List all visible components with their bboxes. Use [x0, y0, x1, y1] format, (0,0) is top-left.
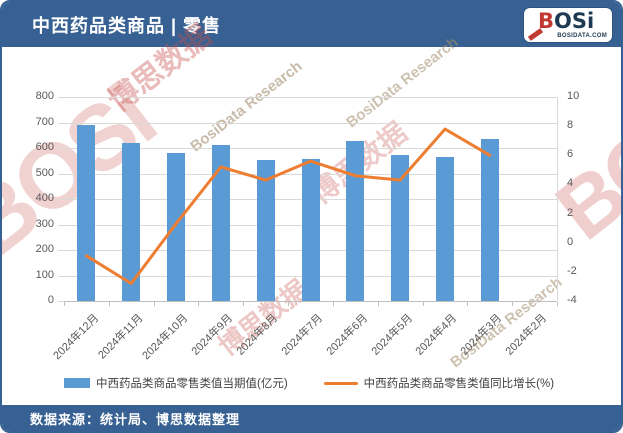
y-axis-label-right: -4 [567, 294, 577, 306]
y-axis-label-left: 500 [35, 166, 54, 179]
bar [211, 144, 230, 301]
x-axis-tick [512, 302, 514, 306]
y-axis-label-left: 0 [47, 294, 54, 306]
y-axis-tick [58, 275, 64, 277]
y-axis-label-left: 100 [35, 268, 54, 281]
footer: 数据来源：统计局、博思数据整理 [2, 405, 621, 431]
y-axis-label-left: 200 [35, 243, 54, 255]
x-axis-tick [64, 302, 65, 306]
page-title: 中西药品类商品 | 零售 [32, 15, 222, 36]
x-axis-tick [467, 302, 469, 306]
y-axis-label-right: -2 [567, 264, 577, 277]
y-axis-label-right: 6 [567, 148, 574, 161]
legend-label: 中西药品类商品零售类值当期值(亿元) [96, 378, 288, 390]
x-axis-tick [198, 302, 200, 306]
x-axis-tick [243, 302, 245, 306]
data-source-text: 数据来源：统计局、博思数据整理 [30, 411, 241, 427]
y-axis-tick [58, 122, 64, 124]
x-axis-label: 2024年12月 [51, 312, 102, 363]
legend-line-swatch-icon [323, 381, 358, 385]
right-axis-line [557, 97, 558, 301]
y-axis-label-left: 300 [35, 217, 54, 230]
x-axis-tick [288, 302, 290, 306]
header: 中西药品类商品 | 零售 BOSi BOSIDATA.COM [2, 2, 621, 47]
y-axis-tick [58, 250, 64, 251]
legend-label: 中西药品类商品零售类值同比增长(%) [363, 378, 555, 390]
y-axis-tick [58, 148, 64, 149]
y-axis-label-right: 4 [567, 177, 574, 190]
logo-domain: BOSIDATA.COM [557, 33, 607, 39]
bar [391, 154, 410, 301]
x-axis-tick [153, 302, 155, 306]
y-axis-label-right: 0 [567, 235, 574, 248]
x-axis-label: 2024年4月 [413, 312, 460, 358]
gridline [64, 122, 557, 124]
bar [256, 160, 275, 301]
y-axis-label-right: 2 [567, 206, 574, 219]
x-axis-label: 2024年7月 [279, 312, 326, 358]
x-axis-tick [108, 302, 110, 306]
y-axis-label-right: 8 [567, 119, 574, 132]
y-axis-tick [58, 97, 64, 98]
y-axis-label-left: 400 [35, 192, 54, 204]
trend-line [84, 127, 492, 285]
y-axis-tick [58, 173, 64, 175]
y-axis-tick [58, 224, 64, 226]
bar [480, 139, 499, 301]
gridline [64, 148, 557, 149]
x-axis-label: 2024年5月 [369, 312, 415, 358]
x-axis-label: 2024年3月 [458, 312, 505, 358]
x-axis-label: 2024年8月 [234, 312, 281, 358]
x-axis-tick [422, 302, 424, 306]
y-axis-label-left: 600 [35, 141, 54, 153]
brand-logo: BOSi BOSIDATA.COM [524, 8, 612, 42]
x-axis-tick [377, 302, 379, 306]
x-axis-label: 2024年2月 [503, 312, 550, 358]
plot-area [64, 97, 557, 301]
gridline [64, 97, 557, 98]
x-axis-label: 2024年10月 [140, 312, 191, 363]
legend-item-bars: 中西药品类商品零售类值当期值(亿元) [64, 375, 288, 391]
y-axis-label-right: 10 [567, 90, 580, 102]
x-axis-tick [557, 302, 558, 306]
x-axis-label: 2024年11月 [96, 312, 146, 362]
y-axis-label-left: 700 [35, 115, 54, 128]
y-axis-tick [58, 199, 64, 200]
legend-bar-swatch-icon [64, 378, 90, 388]
bar [346, 141, 365, 301]
legend-item-line: 中西药品类商品零售类值同比增长(%) [323, 375, 555, 391]
logo-text: BOSi [538, 9, 594, 33]
bar [435, 156, 454, 301]
bar [167, 153, 186, 301]
x-axis-label: 2024年6月 [324, 312, 370, 358]
bar [122, 142, 141, 301]
y-axis-label-left: 800 [35, 90, 54, 102]
x-axis-tick [332, 302, 334, 306]
y-axis-tick [58, 301, 64, 302]
x-axis-label: 2024年9月 [189, 312, 236, 358]
x-axis-line [64, 301, 557, 302]
logo-letter-b: B [538, 9, 555, 33]
bar [301, 159, 320, 301]
legend: 中西药品类商品零售类值当期值(亿元) 中西药品类商品零售类值同比增长(%) [64, 375, 604, 391]
logo-letters-osi: OSi [554, 9, 595, 33]
